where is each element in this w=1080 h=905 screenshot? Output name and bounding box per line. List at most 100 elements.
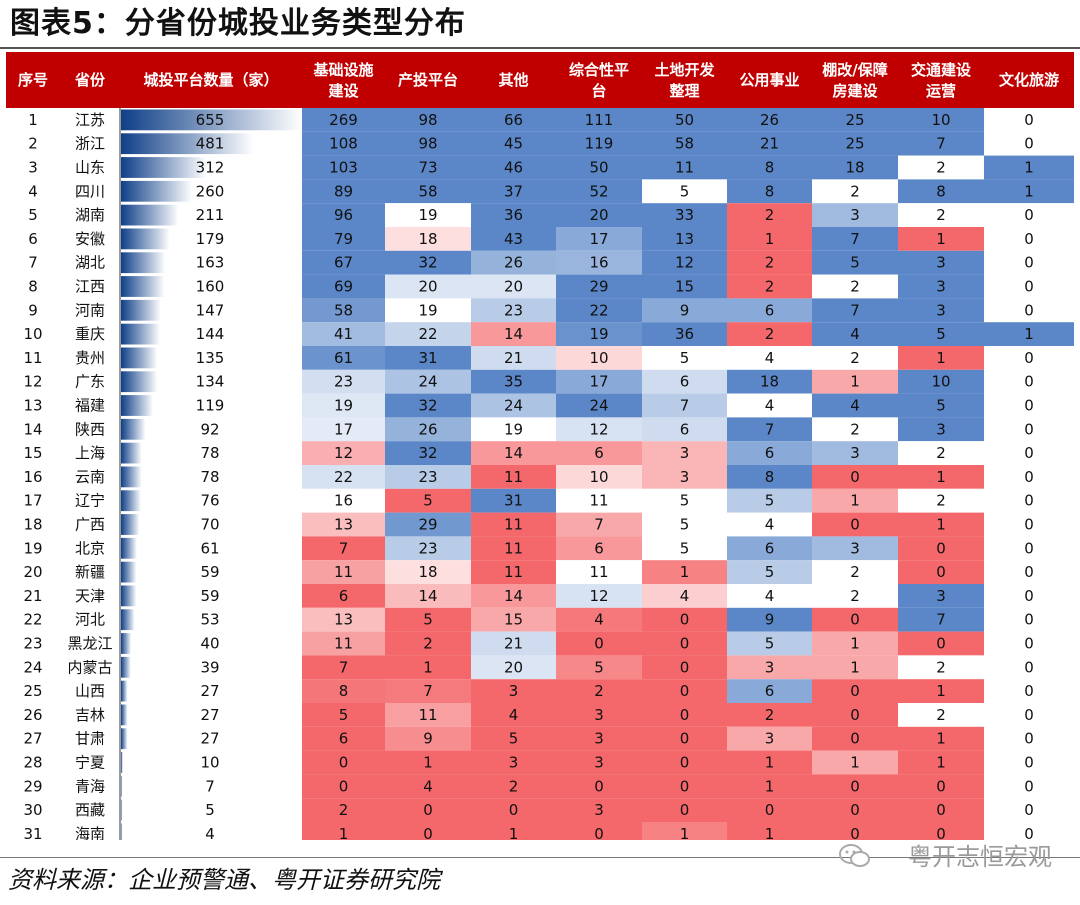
cell-value: 1 — [936, 682, 946, 700]
cell-value: 24 — [589, 397, 608, 415]
province-label: 内蒙古 — [67, 658, 112, 676]
heat-cell — [984, 726, 1074, 751]
cell-value: 17 — [589, 230, 608, 248]
heat-cell — [385, 417, 471, 442]
heat-cell — [812, 512, 898, 537]
cell-value: 2 — [936, 658, 946, 676]
heat-cell — [727, 607, 812, 632]
heat-cell — [556, 250, 642, 275]
row-index: 3 — [28, 159, 38, 177]
heat-cell — [727, 798, 812, 822]
province-label: 海南 — [75, 825, 105, 840]
cell-value: 21 — [760, 135, 779, 153]
table-row: 29 青海 7 0 4 2 0 0 1 0 0 0 — [23, 774, 1074, 799]
count-value: 59 — [200, 563, 219, 581]
heat-cell — [302, 108, 385, 132]
heat-cell — [812, 369, 898, 394]
heat-cell — [812, 679, 898, 703]
cell-value: 25 — [845, 135, 864, 153]
row-index: 19 — [23, 539, 42, 557]
count-bar — [121, 490, 142, 512]
heat-cell — [727, 227, 812, 251]
heat-cell — [984, 655, 1074, 680]
column-header: 运营 — [926, 82, 956, 100]
heat-cell — [898, 441, 984, 465]
province-label: 黑龙江 — [67, 635, 112, 653]
cell-value: 2 — [765, 325, 775, 343]
cell-value: 4 — [509, 706, 519, 724]
heat-cell — [898, 655, 984, 680]
cell-value: 17 — [589, 373, 608, 391]
heat-cell — [642, 750, 727, 775]
heat-cell — [471, 465, 556, 489]
cell-value: 0 — [1024, 801, 1034, 819]
column-header: 序号 — [18, 71, 48, 89]
table-row: 20 新疆 59 11 18 11 11 1 5 2 0 0 — [23, 560, 1074, 584]
table-row: 15 上海 78 12 32 14 6 3 6 3 2 0 — [23, 441, 1074, 465]
cell-value: 41 — [334, 325, 353, 343]
heat-cell — [812, 465, 898, 489]
count-bar — [121, 799, 122, 821]
heat-cell — [984, 774, 1074, 799]
row-index: 24 — [23, 658, 42, 676]
cell-value: 0 — [850, 611, 860, 629]
cell-value: 19 — [334, 397, 353, 415]
heat-cell — [642, 584, 727, 608]
cell-value: 2 — [765, 706, 775, 724]
province-label: 上海 — [75, 444, 105, 462]
row-index: 28 — [23, 754, 42, 772]
cell-value: 2 — [850, 349, 860, 367]
heat-cell — [385, 346, 471, 370]
heat-cell — [302, 441, 385, 465]
cell-value: 0 — [1024, 111, 1034, 129]
cell-value: 2 — [850, 563, 860, 581]
heat-cell — [556, 488, 642, 513]
cell-value: 16 — [334, 492, 353, 510]
heat-cell — [642, 203, 727, 227]
heat-cell — [984, 560, 1074, 584]
cell-value: 0 — [1024, 825, 1034, 840]
heat-cell — [556, 607, 642, 632]
count-value: 312 — [196, 159, 225, 177]
cell-value: 2 — [423, 635, 433, 653]
cell-value: 0 — [1024, 444, 1034, 462]
cell-value: 4 — [765, 587, 775, 605]
cell-value: 7 — [850, 230, 860, 248]
cell-value: 4 — [850, 397, 860, 415]
cell-value: 5 — [936, 397, 946, 415]
heat-cell — [302, 393, 385, 418]
header-row — [6, 52, 1074, 108]
cell-value: 5 — [509, 730, 519, 748]
heat-cell — [727, 655, 812, 680]
cell-value: 0 — [1024, 135, 1034, 153]
heat-cell — [642, 250, 727, 275]
cell-value: 0 — [1024, 635, 1034, 653]
table-row: 13 福建 119 19 32 24 24 7 4 4 5 0 — [23, 393, 1074, 418]
cell-value: 22 — [334, 468, 353, 486]
cell-value: 4 — [680, 587, 690, 605]
heat-cell — [471, 584, 556, 608]
heat-cell — [727, 393, 812, 418]
cell-value: 3 — [850, 539, 860, 557]
heat-cell — [898, 227, 984, 251]
heat-cell — [385, 822, 471, 840]
cell-value: 0 — [680, 801, 690, 819]
count-value: 211 — [196, 206, 225, 224]
province-label: 贵州 — [75, 349, 105, 367]
cell-value: 20 — [504, 278, 523, 296]
heat-cell — [642, 155, 727, 180]
cell-value: 8 — [339, 682, 349, 700]
count-bar — [121, 418, 146, 440]
cell-value: 0 — [1024, 539, 1034, 557]
heat-cell — [302, 274, 385, 299]
cell-value: 2 — [765, 254, 775, 272]
cell-value: 3 — [850, 206, 860, 224]
cell-value: 31 — [418, 349, 437, 367]
province-label: 重庆 — [75, 325, 105, 343]
heat-cell — [385, 250, 471, 275]
heat-cell — [556, 536, 642, 561]
table-row: 3 山东 312 103 73 46 50 11 8 18 2 1 — [28, 155, 1074, 180]
heat-cell — [642, 369, 727, 394]
cell-value: 3 — [509, 754, 519, 772]
province-label: 青海 — [75, 777, 105, 795]
